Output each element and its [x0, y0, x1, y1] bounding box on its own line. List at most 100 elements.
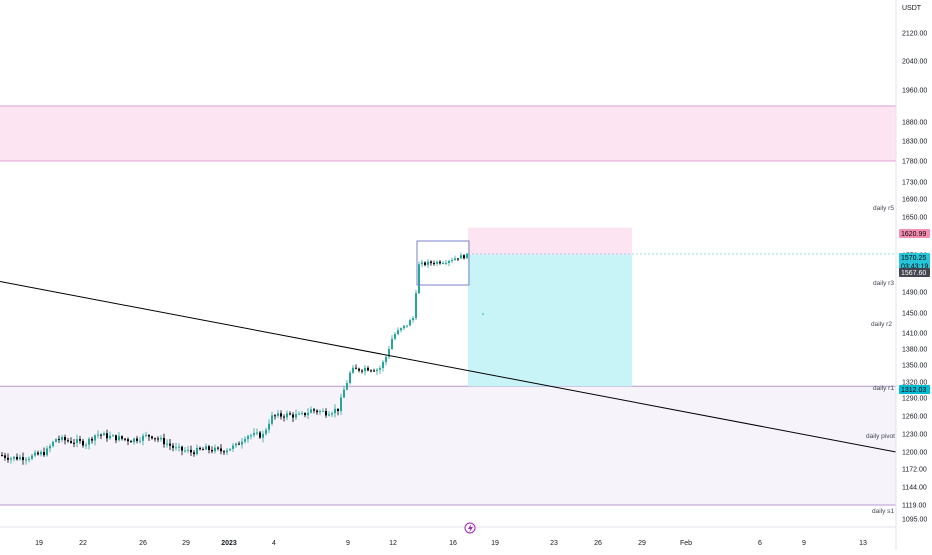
- candle-body[interactable]: [223, 451, 225, 453]
- candle-body[interactable]: [412, 318, 414, 321]
- candle-body[interactable]: [361, 370, 363, 372]
- candle-body[interactable]: [292, 414, 294, 418]
- candle-body[interactable]: [46, 448, 48, 456]
- candle-body[interactable]: [373, 370, 375, 372]
- candle-body[interactable]: [250, 435, 252, 437]
- candle-body[interactable]: [337, 408, 339, 412]
- candle-body[interactable]: [187, 449, 189, 451]
- candle-body[interactable]: [289, 413, 291, 415]
- candle-body[interactable]: [262, 433, 264, 438]
- candle-body[interactable]: [370, 370, 372, 372]
- candle-body[interactable]: [352, 367, 354, 373]
- candle-body[interactable]: [85, 444, 87, 446]
- candle-body[interactable]: [295, 414, 297, 418]
- candle-body[interactable]: [454, 258, 456, 261]
- candle-body[interactable]: [271, 415, 273, 424]
- candle-body[interactable]: [157, 438, 159, 440]
- candle-body[interactable]: [268, 423, 270, 430]
- candle-body[interactable]: [127, 439, 129, 442]
- candle-body[interactable]: [244, 439, 246, 442]
- candle-body[interactable]: [16, 456, 18, 460]
- candle-body[interactable]: [64, 437, 66, 441]
- candle-body[interactable]: [355, 367, 357, 369]
- candle-body[interactable]: [133, 438, 135, 443]
- candle-body[interactable]: [7, 457, 9, 460]
- candle-body[interactable]: [439, 261, 441, 264]
- candle-body[interactable]: [280, 413, 282, 417]
- candle-body[interactable]: [409, 320, 411, 326]
- candle-body[interactable]: [274, 415, 276, 417]
- candle-body[interactable]: [403, 325, 405, 329]
- consolidation-box[interactable]: [416, 240, 470, 286]
- candle-body[interactable]: [115, 435, 117, 441]
- candle-body[interactable]: [448, 261, 450, 263]
- candle-body[interactable]: [175, 447, 177, 449]
- candle-body[interactable]: [388, 348, 390, 357]
- candle-body[interactable]: [349, 372, 351, 384]
- candle-body[interactable]: [316, 410, 318, 413]
- candle-body[interactable]: [367, 367, 369, 371]
- candle-body[interactable]: [82, 440, 84, 446]
- candle-body[interactable]: [226, 450, 228, 453]
- candle-body[interactable]: [130, 441, 132, 443]
- candle-body[interactable]: [229, 448, 231, 451]
- candle-body[interactable]: [442, 262, 444, 264]
- candle-body[interactable]: [196, 447, 198, 455]
- candle-body[interactable]: [391, 338, 393, 349]
- candle-body[interactable]: [22, 457, 24, 461]
- candle-body[interactable]: [247, 436, 249, 440]
- candle-body[interactable]: [100, 434, 102, 436]
- candle-body[interactable]: [10, 458, 12, 460]
- candle-body[interactable]: [394, 334, 396, 339]
- candle-body[interactable]: [286, 413, 288, 418]
- candle-body[interactable]: [205, 446, 207, 450]
- candle-body[interactable]: [451, 260, 453, 262]
- candle-body[interactable]: [277, 413, 279, 417]
- candle-body[interactable]: [241, 441, 243, 445]
- candle-body[interactable]: [427, 261, 429, 265]
- candle-body[interactable]: [154, 438, 156, 440]
- candle-body[interactable]: [97, 434, 99, 436]
- candle-body[interactable]: [400, 328, 402, 331]
- candle-body[interactable]: [121, 436, 123, 439]
- candle-body[interactable]: [106, 433, 108, 439]
- candle-body[interactable]: [43, 451, 45, 456]
- candle-body[interactable]: [457, 258, 459, 260]
- candle-body[interactable]: [160, 437, 162, 440]
- candle-body[interactable]: [1, 455, 3, 457]
- candle-body[interactable]: [4, 455, 6, 458]
- candle-body[interactable]: [259, 432, 261, 438]
- candle-body[interactable]: [466, 253, 468, 259]
- candle-body[interactable]: [193, 452, 195, 455]
- lightning-icon[interactable]: [464, 522, 476, 534]
- candle-body[interactable]: [433, 263, 435, 265]
- candle-body[interactable]: [148, 435, 150, 437]
- trend-line[interactable]: [0, 281, 897, 453]
- candle-body[interactable]: [322, 410, 324, 412]
- candle-body[interactable]: [463, 255, 465, 259]
- candle-body[interactable]: [358, 368, 360, 371]
- candle-body[interactable]: [253, 432, 255, 436]
- candle-body[interactable]: [67, 440, 69, 442]
- candle-body[interactable]: [424, 262, 426, 265]
- candle-body[interactable]: [70, 441, 72, 443]
- candle-body[interactable]: [79, 439, 81, 441]
- candle-body[interactable]: [232, 445, 234, 449]
- candle-body[interactable]: [163, 437, 165, 445]
- candle-body[interactable]: [61, 437, 63, 440]
- candle-body[interactable]: [109, 435, 111, 439]
- candle-body[interactable]: [40, 451, 42, 455]
- candle-body[interactable]: [139, 440, 141, 442]
- candle-body[interactable]: [94, 435, 96, 441]
- candle-body[interactable]: [346, 383, 348, 390]
- candle-body[interactable]: [166, 443, 168, 445]
- candle-body[interactable]: [181, 446, 183, 451]
- candle-body[interactable]: [112, 435, 114, 437]
- candle-body[interactable]: [460, 255, 462, 259]
- candle-body[interactable]: [331, 413, 333, 415]
- candle-body[interactable]: [19, 457, 21, 460]
- candle-body[interactable]: [91, 438, 93, 441]
- candle-body[interactable]: [190, 449, 192, 453]
- candle-body[interactable]: [49, 446, 51, 449]
- candle-body[interactable]: [25, 459, 27, 461]
